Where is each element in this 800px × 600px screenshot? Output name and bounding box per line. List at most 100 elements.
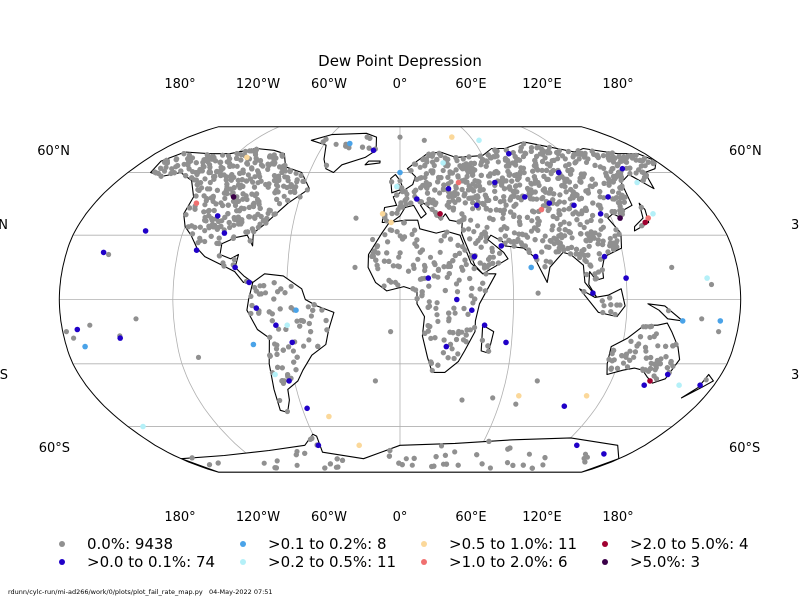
- station-point: [540, 187, 546, 193]
- left-lat-tick-label: N: [0, 218, 8, 233]
- flagged-station-point: [664, 371, 671, 378]
- station-point: [442, 452, 448, 458]
- flagged-station-point: [454, 296, 460, 303]
- station-point: [447, 170, 453, 176]
- station-point: [234, 155, 240, 161]
- tick-labels: 180° 120°W 60°W 0° 60°E 120°E 180° 180° 120°W 60°…: [0, 77, 799, 525]
- station-point: [624, 364, 631, 370]
- station-point: [412, 227, 418, 233]
- station-point: [608, 302, 614, 308]
- station-point: [652, 367, 658, 373]
- station-point: [293, 184, 299, 190]
- station-point: [487, 207, 493, 213]
- station-point: [461, 305, 467, 312]
- station-point: [294, 354, 300, 360]
- station-point: [223, 174, 229, 180]
- station-point: [469, 165, 475, 171]
- station-point: [399, 185, 405, 191]
- station-point: [432, 187, 438, 193]
- station-point: [585, 252, 591, 258]
- station-point: [277, 397, 283, 404]
- station-point: [244, 161, 251, 167]
- station-point: [476, 179, 482, 185]
- station-point: [389, 227, 395, 233]
- station-point: [247, 176, 254, 182]
- station-point: [196, 187, 202, 193]
- station-point: [279, 365, 285, 371]
- station-point: [528, 148, 534, 154]
- station-point: [477, 286, 483, 292]
- station-point: [588, 217, 594, 223]
- flagged-station-point: [286, 378, 292, 384]
- station-point: [437, 249, 443, 255]
- station-point: [557, 240, 563, 246]
- station-point: [663, 343, 669, 349]
- right-lat-tick-label: 60°N: [729, 144, 762, 159]
- station-point: [387, 447, 393, 454]
- station-point: [561, 219, 567, 225]
- station-point: [197, 235, 203, 241]
- station-point: [518, 144, 524, 151]
- station-point: [597, 189, 603, 195]
- station-point: [466, 154, 472, 160]
- station-point: [255, 211, 261, 217]
- station-point: [464, 327, 470, 333]
- station-point: [286, 344, 292, 350]
- station-point: [173, 157, 179, 163]
- station-point: [181, 151, 187, 157]
- station-point: [616, 153, 622, 160]
- station-point: [453, 155, 459, 161]
- timestamp: 04-May-2022 07:51: [208, 588, 273, 596]
- station-point: [397, 178, 403, 184]
- flagged-station-point: [304, 405, 310, 412]
- station-point: [475, 223, 481, 229]
- station-point: [450, 197, 456, 203]
- station-point: [492, 188, 498, 194]
- station-point: [301, 343, 307, 349]
- flagged-station-point: [370, 147, 377, 154]
- station-point: [478, 172, 484, 178]
- station-point: [193, 193, 199, 199]
- station-point: [384, 250, 390, 256]
- station-point: [474, 452, 480, 458]
- station-point: [273, 465, 279, 471]
- station-point: [500, 215, 506, 221]
- station-point: [381, 258, 387, 264]
- station-point: [215, 460, 221, 466]
- station-point: [302, 450, 308, 456]
- station-point: [599, 267, 605, 273]
- station-point: [309, 435, 315, 441]
- station-point: [577, 175, 583, 181]
- station-point: [503, 202, 509, 208]
- flagged-station-point: [449, 134, 455, 140]
- station-point: [234, 151, 241, 157]
- station-point: [456, 250, 463, 256]
- flagged-station-point: [481, 322, 488, 329]
- station-point: [423, 179, 429, 186]
- flagged-station-point: [522, 194, 528, 200]
- station-point: [565, 167, 571, 174]
- station-point: [470, 206, 476, 212]
- station-point: [495, 260, 502, 266]
- station-point: [526, 451, 533, 457]
- station-point: [655, 343, 661, 349]
- station-point: [638, 204, 644, 210]
- station-point: [152, 169, 158, 175]
- station-point: [414, 237, 420, 243]
- station-point: [555, 248, 562, 255]
- station-point: [490, 395, 496, 401]
- flagged-station-point: [641, 382, 647, 389]
- station-point: [438, 175, 444, 181]
- station-point: [234, 163, 240, 169]
- station-point: [653, 376, 660, 382]
- station-point: [543, 258, 549, 264]
- station-point: [606, 179, 612, 185]
- station-point: [306, 337, 312, 343]
- station-point: [559, 153, 566, 159]
- station-point: [440, 350, 446, 356]
- station-point: [210, 195, 216, 201]
- station-point: [480, 200, 486, 207]
- station-point: [230, 235, 236, 241]
- station-point: [513, 183, 519, 189]
- flagged-station-point: [356, 442, 363, 449]
